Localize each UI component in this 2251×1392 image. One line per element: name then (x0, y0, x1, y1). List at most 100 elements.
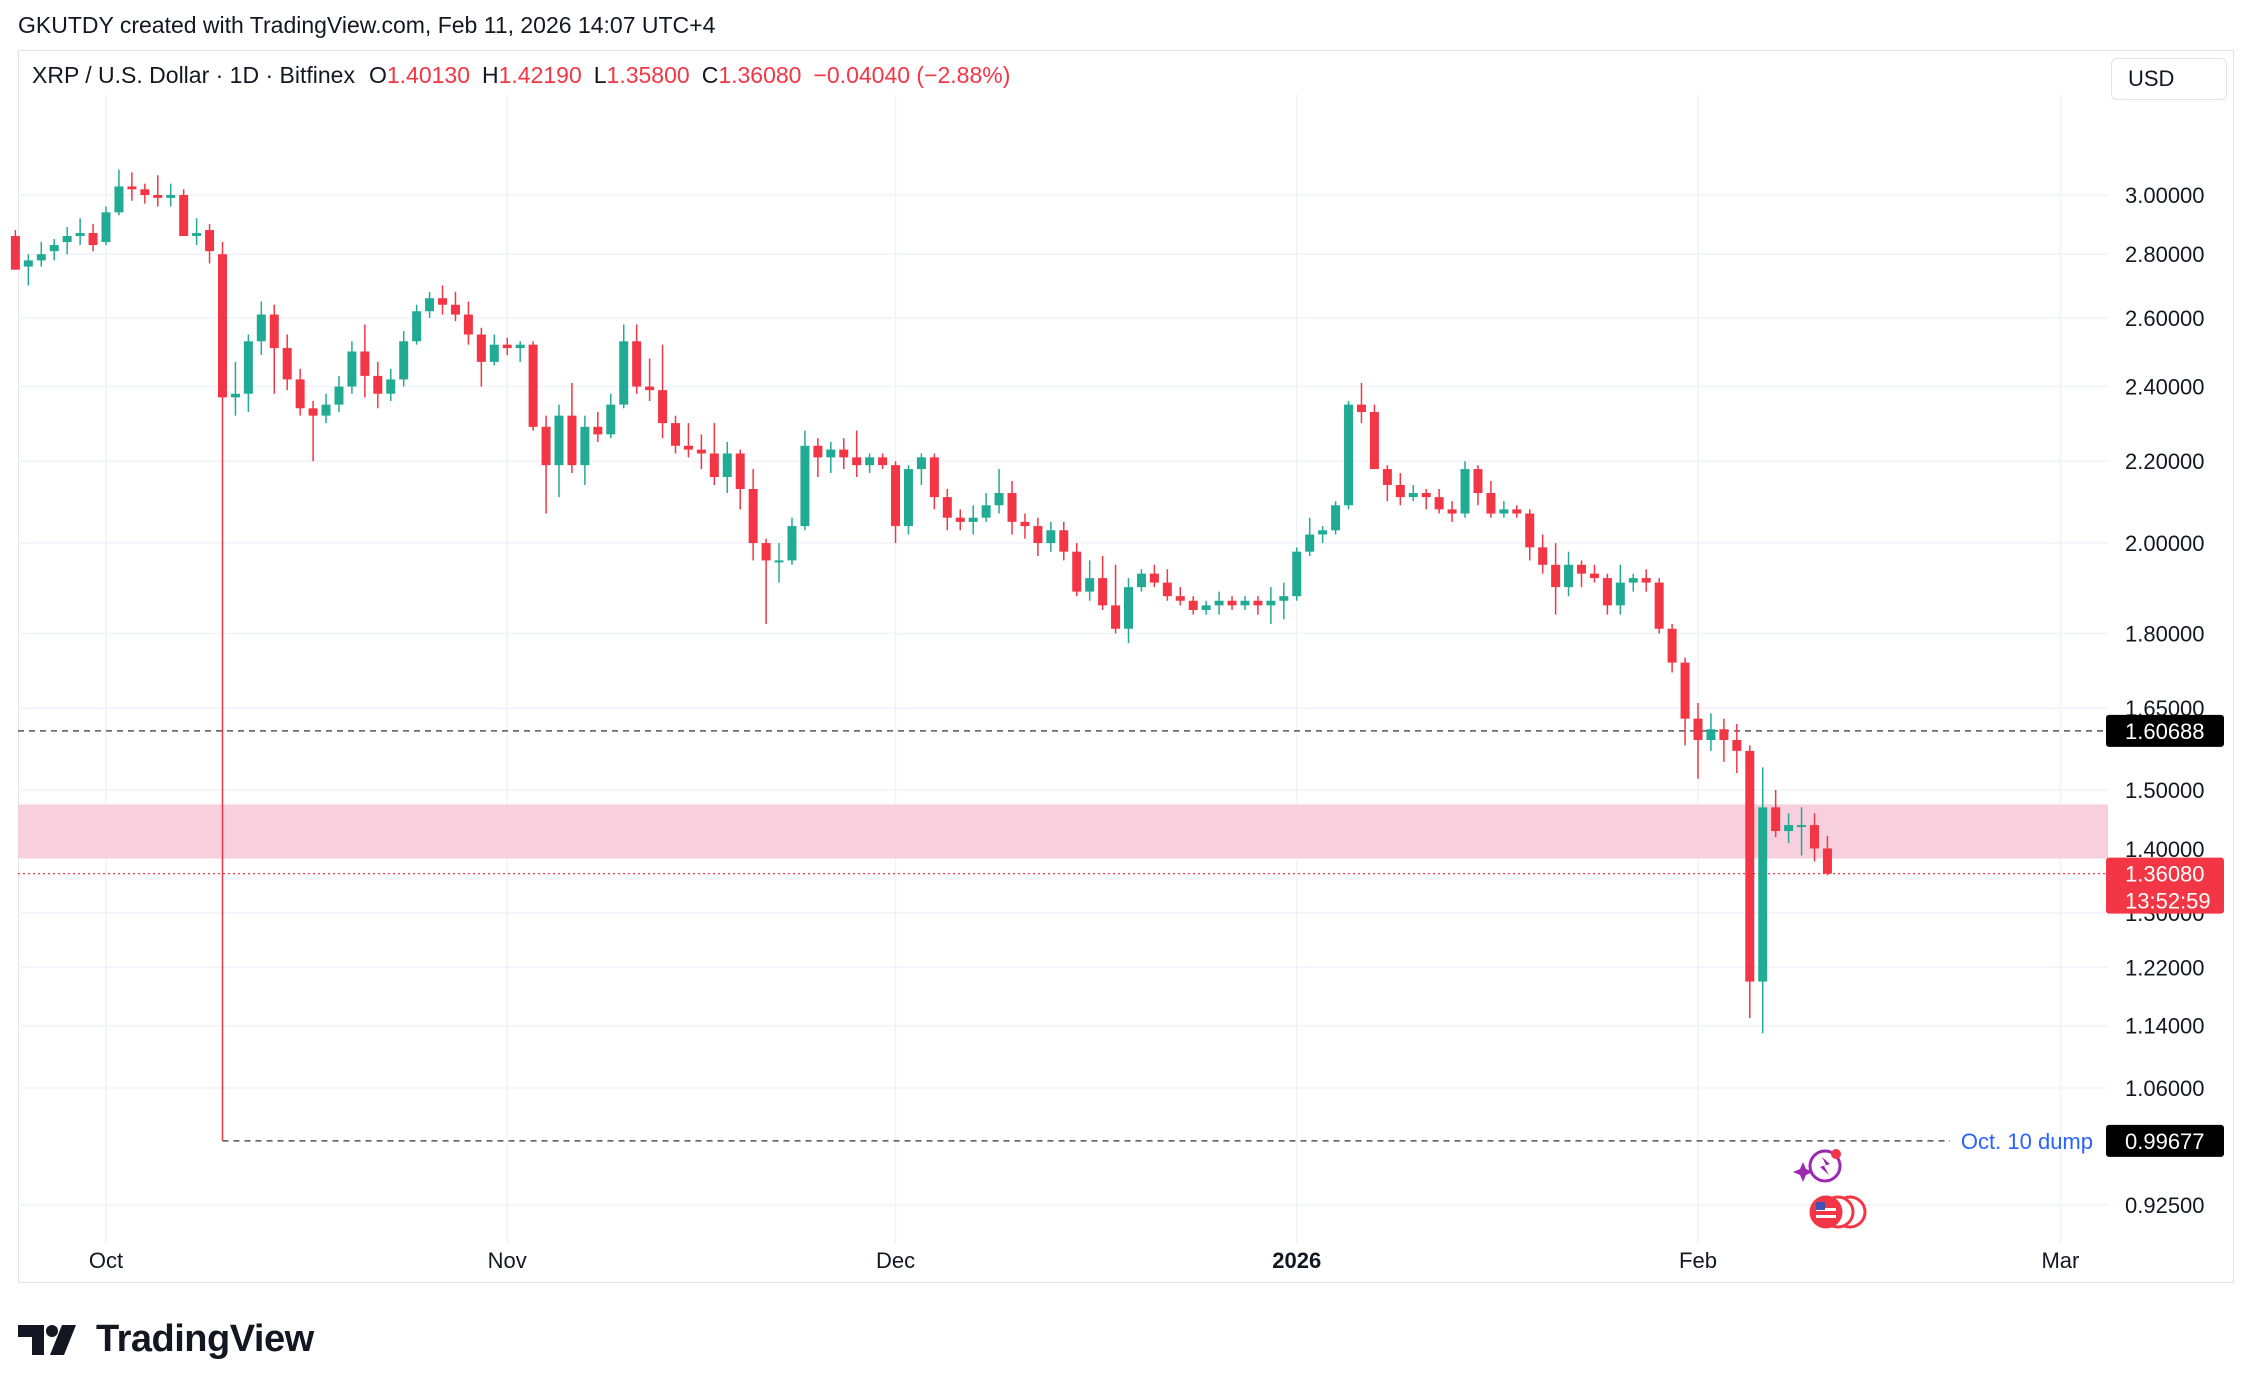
candle (748, 469, 758, 561)
candle (1822, 835, 1832, 876)
candle (1771, 790, 1781, 838)
candles (10, 169, 1832, 1141)
change-value: −0.04040 (−2.88%) (813, 62, 1011, 88)
tradingview-brand[interactable]: TradingView (18, 1318, 314, 1361)
candle-body (658, 390, 668, 424)
candle (1033, 517, 1043, 557)
candle-body (1369, 411, 1379, 470)
candle-body (891, 465, 901, 527)
candle (1188, 596, 1198, 615)
candle (425, 291, 435, 318)
candle-body (1447, 509, 1457, 514)
tradingview-logo-icon (18, 1324, 76, 1355)
candle (645, 358, 655, 401)
candle (1395, 473, 1405, 506)
candle-body (1602, 578, 1612, 606)
price-tag-value: 1.36080 (2125, 862, 2205, 887)
candle-body (955, 517, 965, 522)
candle-body (438, 298, 448, 305)
sparkle-event-icon[interactable] (1793, 1149, 1842, 1183)
candle-body (282, 348, 292, 380)
candle (955, 509, 965, 531)
candle-body (1641, 578, 1651, 583)
time-axis[interactable]: Oct Nov Dec 2026 Feb Mar (89, 1248, 2079, 1273)
candle-body (1577, 564, 1587, 574)
low-value: 1.35800 (606, 62, 690, 88)
candle-body (1486, 493, 1496, 514)
candle (1499, 501, 1509, 518)
candle (1680, 657, 1690, 746)
candle-body (1356, 404, 1366, 412)
candle-body (1395, 484, 1405, 498)
candle (1641, 569, 1651, 592)
candle (1732, 723, 1742, 774)
candle (1331, 501, 1341, 535)
brand-name: TradingView (96, 1318, 314, 1360)
y-tick-label: 2.40000 (2125, 375, 2205, 400)
candle (1072, 543, 1082, 597)
candle-body (101, 212, 111, 243)
candle (606, 393, 616, 439)
high-label: H (481, 62, 499, 88)
candle (852, 430, 862, 477)
low-label: L (593, 62, 607, 88)
candle (593, 411, 603, 442)
candle-body (994, 493, 1004, 506)
candle-body (217, 254, 227, 398)
candle (1628, 573, 1638, 592)
candle (205, 224, 215, 264)
candle (62, 227, 72, 255)
candle-body (852, 457, 862, 466)
candle (101, 206, 111, 246)
candle (709, 423, 719, 485)
candle (1007, 480, 1017, 535)
candle (166, 183, 176, 207)
candle-body (1822, 848, 1832, 874)
candle-body (1564, 564, 1574, 588)
symbol-title[interactable]: XRP / U.S. Dollar · 1D · Bitfinex (32, 62, 355, 88)
candle-body (1382, 469, 1392, 485)
currency-button[interactable]: USD (2111, 58, 2227, 100)
candle-body (748, 489, 758, 544)
candle (1719, 718, 1729, 762)
candle-body (1719, 729, 1729, 740)
candle (1344, 400, 1354, 510)
candle (878, 453, 888, 470)
candle (761, 538, 771, 625)
candle-body (489, 344, 499, 362)
pink-zone-rect (18, 804, 2108, 859)
candle-body (722, 453, 732, 477)
candle-body (1136, 573, 1146, 588)
candle-body (865, 457, 875, 466)
candle (1162, 569, 1172, 601)
candle (75, 218, 85, 246)
candle-body (450, 304, 460, 315)
candle-body (1331, 505, 1341, 531)
candle-body (645, 386, 655, 391)
candle (1292, 547, 1302, 601)
candle (1602, 573, 1612, 615)
candle (1214, 591, 1224, 615)
candle-body (412, 311, 422, 342)
candle-body (205, 230, 215, 252)
level-price-tag: 1.60688 (2106, 714, 2224, 747)
y-tick-label: 1.14000 (2125, 1014, 2205, 1039)
x-tick-label: Nov (488, 1248, 527, 1273)
candle-body (1072, 551, 1082, 592)
candle (1046, 521, 1056, 552)
y-tick-label: 2.60000 (2125, 306, 2205, 331)
price-axis[interactable]: 3.00000 2.80000 2.60000 2.40000 2.20000 2.000… (2125, 183, 2205, 1218)
dump-annotation-label: Oct. 10 dump (1961, 1129, 2093, 1154)
candle (399, 331, 409, 387)
candle-body (1706, 729, 1716, 740)
us-flag-economic-events-icon[interactable] (1809, 1195, 1867, 1229)
candle (528, 341, 538, 431)
x-tick-label: Dec (876, 1248, 915, 1273)
event-markers[interactable] (1793, 1149, 1867, 1229)
candle (683, 423, 693, 458)
candle-body (1111, 605, 1121, 629)
candle-body (567, 415, 577, 466)
candle (916, 453, 926, 485)
candle-body (49, 245, 59, 252)
